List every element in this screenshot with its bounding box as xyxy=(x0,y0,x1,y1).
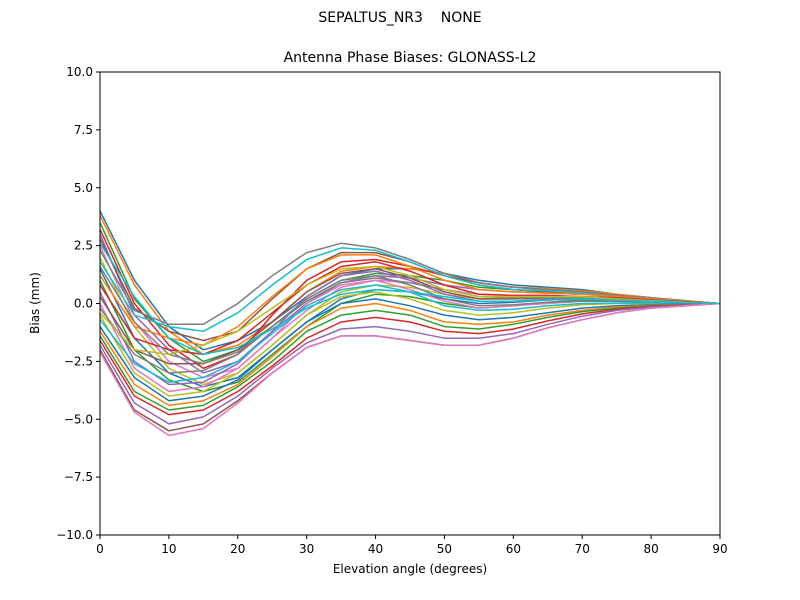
x-tick-label: 40 xyxy=(368,542,383,556)
series-line-18 xyxy=(100,274,720,374)
y-tick-label: 2.5 xyxy=(74,239,93,253)
y-tick-label: 7.5 xyxy=(74,123,93,137)
y-tick-label: −5.0 xyxy=(64,412,93,426)
series-line-24 xyxy=(100,302,720,416)
series-line-21 xyxy=(100,298,720,402)
x-tick-label: 50 xyxy=(437,542,452,556)
x-tick-label: 60 xyxy=(506,542,521,556)
series-line-22 xyxy=(100,302,720,407)
series-line-29 xyxy=(100,265,720,356)
x-tick-label: 20 xyxy=(230,542,245,556)
figure-suptitle: SEPALTUS_NR3 NONE xyxy=(318,10,482,26)
x-tick-label: 70 xyxy=(575,542,590,556)
x-tick-label: 10 xyxy=(161,542,176,556)
series-line-15 xyxy=(100,270,720,386)
x-tick-label: 80 xyxy=(643,542,658,556)
y-tick-label: −7.5 xyxy=(64,470,93,484)
y-tick-label: 10.0 xyxy=(66,65,93,79)
x-tick-label: 0 xyxy=(96,542,104,556)
series-line-11 xyxy=(100,268,720,388)
series-layer xyxy=(100,210,720,437)
series-line-27 xyxy=(100,302,720,437)
x-tick-label: 90 xyxy=(712,542,727,556)
series-line-30 xyxy=(100,242,720,356)
y-tick-label: −2.5 xyxy=(64,354,93,368)
x-axis-label: Elevation angle (degrees) xyxy=(332,562,488,576)
y-tick-label: −10.0 xyxy=(56,528,93,542)
y-tick-label: 5.0 xyxy=(74,181,93,195)
axes-layer: 0 10 20 30 40 50 60 70 80 90 −10.0 −7.5 −5.0 −2.5 0.0 2… xyxy=(56,65,727,556)
series-line-25 xyxy=(100,302,720,425)
series-line-8 xyxy=(100,242,720,326)
series-line-23 xyxy=(100,302,720,411)
chart-title: Antenna Phase Biases: GLONASS-L2 xyxy=(283,50,537,66)
y-tick-label: 0.0 xyxy=(74,297,93,311)
x-tick-label: 30 xyxy=(299,542,314,556)
